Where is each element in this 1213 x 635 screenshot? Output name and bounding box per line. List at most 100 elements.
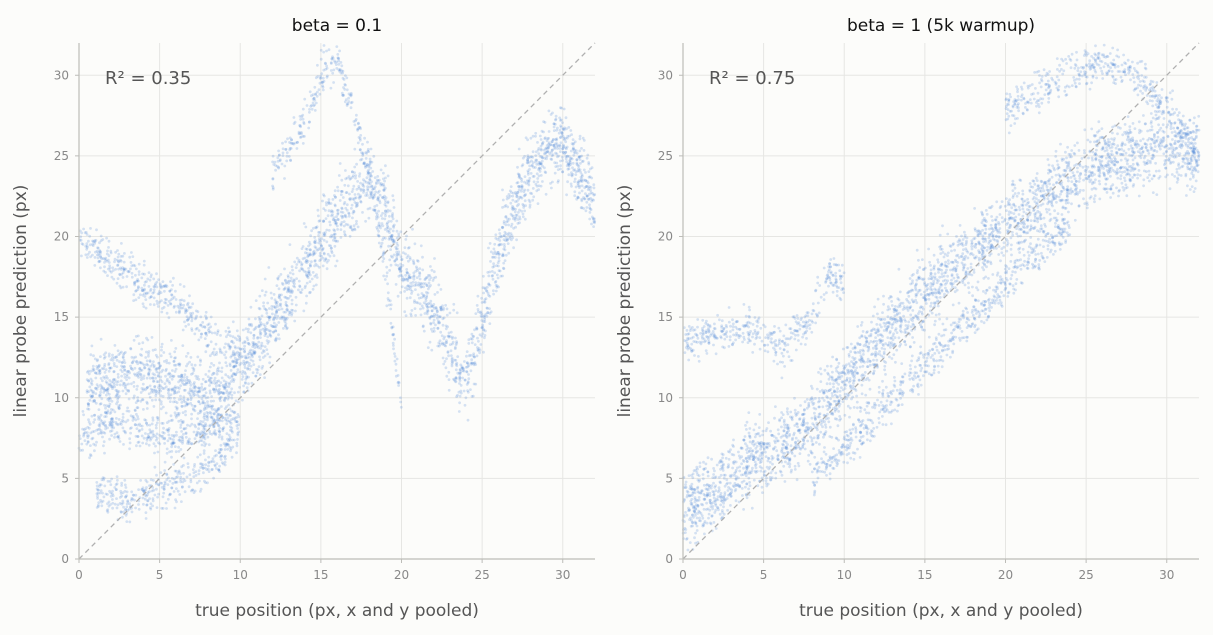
scatter-point bbox=[890, 326, 894, 330]
scatter-point bbox=[119, 510, 123, 514]
scatter-point bbox=[124, 392, 128, 396]
scatter-point bbox=[141, 341, 145, 345]
scatter-point bbox=[539, 162, 543, 166]
scatter-point bbox=[334, 239, 338, 243]
scatter-point bbox=[817, 413, 821, 416]
scatter-point bbox=[589, 197, 592, 200]
scatter-point bbox=[327, 198, 331, 201]
scatter-point bbox=[331, 218, 335, 221]
scatter-point bbox=[110, 408, 113, 411]
scatter-point bbox=[385, 274, 388, 278]
scatter-point bbox=[259, 347, 263, 350]
scatter-point bbox=[452, 308, 456, 312]
scatter-point bbox=[366, 187, 370, 191]
scatter-point bbox=[515, 181, 519, 185]
scatter-point bbox=[539, 174, 543, 177]
scatter-point bbox=[585, 194, 589, 198]
scatter-point bbox=[261, 344, 264, 348]
scatter-point bbox=[115, 393, 119, 397]
scatter-point bbox=[329, 86, 333, 90]
scatter-point bbox=[280, 317, 284, 321]
scatter-point bbox=[356, 127, 360, 130]
scatter-point bbox=[192, 394, 196, 397]
scatter-point bbox=[199, 358, 202, 362]
scatter-point bbox=[356, 225, 360, 229]
scatter-point bbox=[543, 156, 547, 160]
scatter-point bbox=[85, 378, 89, 382]
scatter-point bbox=[212, 412, 216, 416]
scatter-point bbox=[134, 493, 138, 497]
scatter-point bbox=[388, 231, 391, 235]
scatter-point bbox=[294, 303, 298, 307]
scatter-point bbox=[152, 277, 156, 281]
scatter-point bbox=[102, 444, 105, 448]
scatter-point bbox=[204, 396, 208, 400]
scatter-point bbox=[165, 507, 168, 510]
scatter-point bbox=[199, 315, 203, 319]
scatter-point bbox=[178, 283, 182, 286]
scatter-point bbox=[125, 388, 129, 392]
scatter-point bbox=[119, 379, 123, 383]
scatter-point bbox=[251, 349, 255, 353]
scatter-point bbox=[368, 162, 372, 166]
scatter-point bbox=[86, 440, 90, 443]
scatter-point bbox=[325, 64, 328, 68]
scatter-point bbox=[230, 455, 234, 459]
scatter-point bbox=[199, 360, 203, 363]
scatter-point bbox=[325, 228, 329, 232]
scatter-point bbox=[103, 364, 106, 368]
scatter-point bbox=[882, 294, 885, 298]
scatter-point bbox=[744, 424, 747, 427]
scatter-point bbox=[172, 360, 176, 363]
scatter-point bbox=[121, 426, 125, 430]
scatter-point bbox=[145, 436, 149, 440]
scatter-point bbox=[742, 508, 745, 511]
scatter-point bbox=[88, 456, 91, 460]
scatter-point bbox=[497, 228, 501, 232]
scatter-point bbox=[107, 254, 111, 258]
scatter-point bbox=[130, 271, 134, 275]
scatter-point bbox=[218, 396, 222, 400]
scatter-point bbox=[555, 137, 559, 141]
scatter-point bbox=[127, 376, 131, 380]
scatter-point bbox=[482, 291, 485, 295]
scatter-point bbox=[311, 253, 315, 257]
scatter-point bbox=[135, 372, 139, 375]
scatter-point bbox=[392, 347, 395, 351]
scatter-point bbox=[153, 493, 157, 497]
scatter-point bbox=[532, 180, 536, 184]
scatter-point bbox=[130, 497, 134, 500]
scatter-point bbox=[363, 136, 366, 140]
scatter-point bbox=[861, 364, 865, 368]
scatter-point bbox=[186, 398, 190, 402]
scatter-point bbox=[412, 277, 416, 281]
scatter-point bbox=[318, 92, 322, 96]
scatter-point bbox=[351, 187, 355, 191]
scatter-point bbox=[506, 205, 510, 209]
scatter-point bbox=[95, 365, 99, 368]
scatter-point bbox=[201, 321, 205, 324]
scatter-point bbox=[493, 242, 497, 246]
scatter-point bbox=[425, 304, 428, 308]
scatter-point bbox=[526, 169, 530, 173]
scatter-point bbox=[324, 258, 328, 261]
scatter-point bbox=[350, 207, 353, 210]
scatter-point bbox=[391, 213, 394, 217]
scatter-point bbox=[205, 432, 208, 436]
scatter-point bbox=[160, 386, 164, 389]
scatter-point bbox=[313, 85, 317, 89]
scatter-point bbox=[266, 335, 270, 339]
scatter-point bbox=[220, 461, 224, 465]
scatter-point bbox=[105, 388, 109, 391]
scatter-point bbox=[339, 222, 343, 226]
scatter-point bbox=[245, 360, 248, 364]
scatter-point bbox=[572, 150, 576, 154]
scatter-point bbox=[82, 227, 85, 231]
scatter-point bbox=[361, 152, 365, 156]
scatter-point bbox=[579, 162, 582, 165]
scatter-point bbox=[336, 211, 340, 215]
scatter-point bbox=[518, 185, 522, 189]
scatter-point bbox=[290, 291, 294, 295]
scatter-point bbox=[342, 220, 346, 224]
scatter-point bbox=[540, 148, 543, 152]
